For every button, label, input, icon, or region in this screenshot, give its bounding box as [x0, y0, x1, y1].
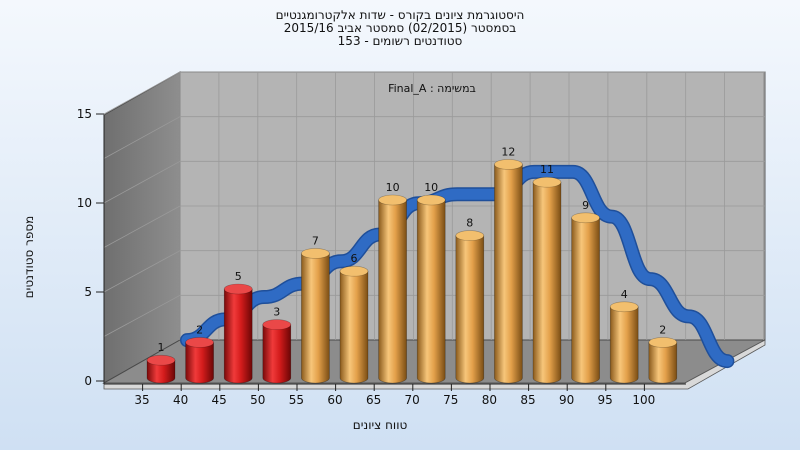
bar-value-label: 6 — [351, 252, 358, 265]
bar-value-label: 1 — [158, 341, 165, 354]
bar-cap — [185, 337, 214, 348]
y-tick-label: 10 — [77, 196, 92, 210]
title-line-2: בסמסטר (02/2015) סמסטר אביב 2015/16 — [283, 21, 517, 35]
bar-body — [609, 306, 639, 384]
x-tick-label: 100 — [632, 393, 655, 407]
gridline-side — [103, 71, 181, 115]
x-tick-label: 60 — [327, 393, 342, 407]
bar-value-label: 9 — [582, 199, 589, 212]
bar-cap — [571, 212, 600, 224]
bar-body — [532, 181, 562, 384]
bar-cap — [416, 194, 446, 206]
histogram-bar: 12 — [494, 145, 523, 384]
gridline-side — [103, 294, 181, 337]
bar-cap — [455, 230, 485, 241]
histogram-bar: 4 — [609, 288, 639, 384]
bar-value-label: 10 — [386, 181, 400, 194]
histogram-bar: 3 — [262, 306, 292, 384]
y-tick-label: 0 — [84, 374, 92, 388]
bar-cap — [648, 337, 678, 348]
x-tick-label: 55 — [289, 393, 304, 407]
bar-cap — [223, 283, 253, 295]
bar-value-label: 7 — [312, 234, 319, 247]
bar-body — [416, 199, 446, 384]
histogram-bar: 6 — [339, 252, 369, 384]
bar-body — [571, 217, 600, 384]
histogram-bar: 10 — [416, 181, 446, 384]
bar-value-label: 4 — [621, 288, 628, 301]
bar-cap — [262, 319, 292, 330]
histogram-bar: 2 — [185, 323, 214, 384]
histogram-bar: 5 — [223, 270, 253, 384]
x-tick-label: 95 — [598, 393, 613, 407]
x-tick-label: 65 — [366, 393, 381, 407]
chart-annotation: Final_A : במשימה — [388, 82, 476, 95]
bar-cap — [301, 248, 330, 259]
y-axis-label: מספר סטודנטים — [22, 215, 36, 299]
y-tick-label: 5 — [84, 285, 92, 299]
bar-cap — [146, 354, 176, 366]
gridline-side — [103, 250, 181, 293]
bar-value-label: 11 — [540, 163, 554, 176]
histogram-bar: 2 — [648, 323, 678, 384]
bar-cap — [378, 194, 407, 206]
x-tick-label: 50 — [250, 393, 265, 407]
bar-body — [455, 235, 485, 384]
histogram-bar: 1 — [146, 341, 176, 384]
bar-value-label: 8 — [466, 217, 473, 230]
y-tick-label: 15 — [77, 107, 92, 121]
x-tick-label: 35 — [134, 393, 149, 407]
bar-cap — [609, 301, 639, 313]
bar-body — [262, 324, 292, 384]
bar-body — [301, 253, 330, 384]
x-tick-label: 90 — [559, 393, 574, 407]
bar-body — [494, 164, 523, 384]
histogram-bar: 11 — [532, 163, 562, 384]
bar-body — [339, 270, 369, 384]
x-tick-label: 80 — [482, 393, 497, 407]
distribution-curve — [181, 166, 733, 367]
x-tick-label: 45 — [212, 393, 227, 407]
bar-value-label: 2 — [196, 323, 203, 336]
bar-body — [185, 342, 214, 384]
bar-body — [223, 288, 253, 384]
bar-value-label: 5 — [235, 270, 242, 283]
x-tick-label: 85 — [520, 393, 535, 407]
gridline-side — [103, 205, 181, 248]
bar-cap — [532, 176, 562, 188]
bar-value-label: 3 — [273, 306, 280, 319]
left-wall — [103, 71, 181, 384]
x-tick-label: 40 — [173, 393, 188, 407]
bar-value-label: 10 — [424, 181, 438, 194]
bar-body — [648, 342, 678, 384]
bar-body — [146, 359, 176, 384]
x-tick-label: 70 — [405, 393, 420, 407]
bar-value-label: 2 — [659, 323, 666, 336]
gridline-side — [103, 116, 181, 159]
chart-title: היסטוגרמת ציונים בקורס - שדות אלקטרומגנט… — [200, 9, 600, 48]
bar-value-label: 12 — [501, 145, 515, 158]
x-tick-label: 75 — [443, 393, 458, 407]
x-axis-label: טווח ציונים — [352, 418, 408, 432]
histogram-bar: 8 — [455, 217, 485, 384]
histogram-bar: 7 — [301, 234, 330, 384]
histogram-bar: 9 — [571, 199, 600, 384]
bar-cap — [339, 265, 369, 277]
histogram-bar: 10 — [378, 181, 407, 384]
bar-cap — [494, 159, 523, 170]
title-line-1: היסטוגרמת ציונים בקורס - שדות אלקטרומגנט… — [275, 8, 525, 22]
title-line-3: סטודנטים רשומים - 153 — [337, 34, 463, 48]
bar-body — [378, 199, 407, 384]
gridline-side — [103, 160, 181, 204]
